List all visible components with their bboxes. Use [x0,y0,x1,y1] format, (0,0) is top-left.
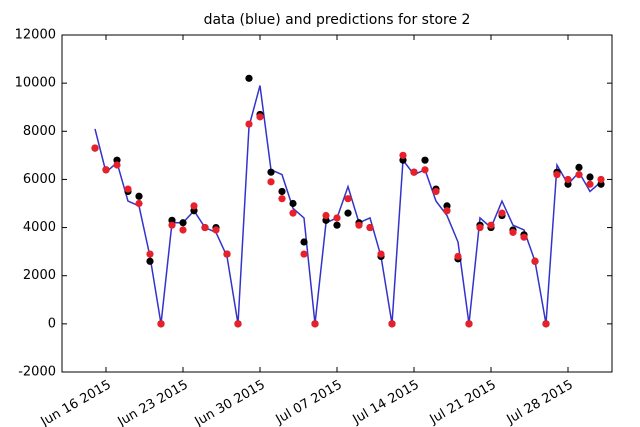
data-point [146,250,154,258]
data-point [355,221,363,229]
data-point [113,161,121,169]
data-point [443,207,451,215]
data-point [564,175,572,184]
data-point [223,250,231,258]
y-tick-label: 12000 [15,28,56,43]
data-point [399,151,407,159]
data-point [333,221,341,229]
data-point [410,168,418,176]
data-point [256,113,264,121]
data-point [135,199,143,208]
y-tick-label: 6000 [23,172,56,187]
data-point [476,223,484,232]
data-point [377,250,385,258]
data-point [289,199,297,208]
y-tick-label: 4000 [23,220,56,235]
data-point [586,173,594,181]
data-point [421,166,429,174]
data-line [94,85,602,324]
data-point [179,219,187,227]
data-point [344,195,352,203]
x-tick-label: Jul 28 2015 [504,378,576,427]
data-point [586,180,594,188]
data-point [234,320,242,328]
data-point [575,163,583,171]
data-point [300,250,308,258]
data-point [124,185,132,193]
x-tick-label: Jul 14 2015 [350,378,422,427]
data-point [454,252,462,261]
data-point [509,228,517,236]
data-point [487,221,495,229]
data-point [289,209,297,217]
data-point [531,257,539,265]
data-point [575,171,583,179]
data-point [267,178,275,186]
data-point [135,192,143,200]
data-point [344,209,352,217]
data-point [146,257,154,265]
chart-title: data (blue) and predictions for store 2 [204,12,471,28]
data-point [542,320,550,328]
data-point [267,168,275,176]
data-point [102,166,110,174]
data-point [366,223,374,232]
data-point [278,195,286,203]
y-tick-label: 2000 [23,268,56,283]
data-point [520,233,528,241]
data-point [465,320,473,328]
data-point [432,187,440,196]
x-tick-label: Jul 21 2015 [427,378,499,427]
x-tick-label: Jul 07 2015 [273,378,345,427]
x-tick-label: Jun 23 2015 [115,378,191,427]
data-point [91,144,99,152]
data-point [278,187,286,196]
data-point [157,320,165,328]
data-point [322,211,330,220]
data-point [245,74,253,82]
x-tick-label: Jun 30 2015 [192,378,268,427]
data-point [212,226,220,234]
data-point [300,238,308,246]
data-point [498,209,506,217]
y-tick-label: 0 [48,316,56,331]
data-point [245,120,253,128]
data-point [311,320,319,328]
y-tick-label: -2000 [18,365,56,380]
data-point [179,226,187,234]
y-tick-label: 8000 [23,124,56,139]
data-point [597,175,605,184]
data-point [388,320,396,328]
y-tick-label: 10000 [15,76,56,91]
data-point [168,221,176,229]
x-tick-label: Jun 16 2015 [38,378,114,427]
data-point [333,214,341,222]
data-point [190,202,198,210]
data-point [421,156,429,164]
plot-frame [61,34,613,373]
data-point [553,171,561,179]
data-point [201,223,209,232]
